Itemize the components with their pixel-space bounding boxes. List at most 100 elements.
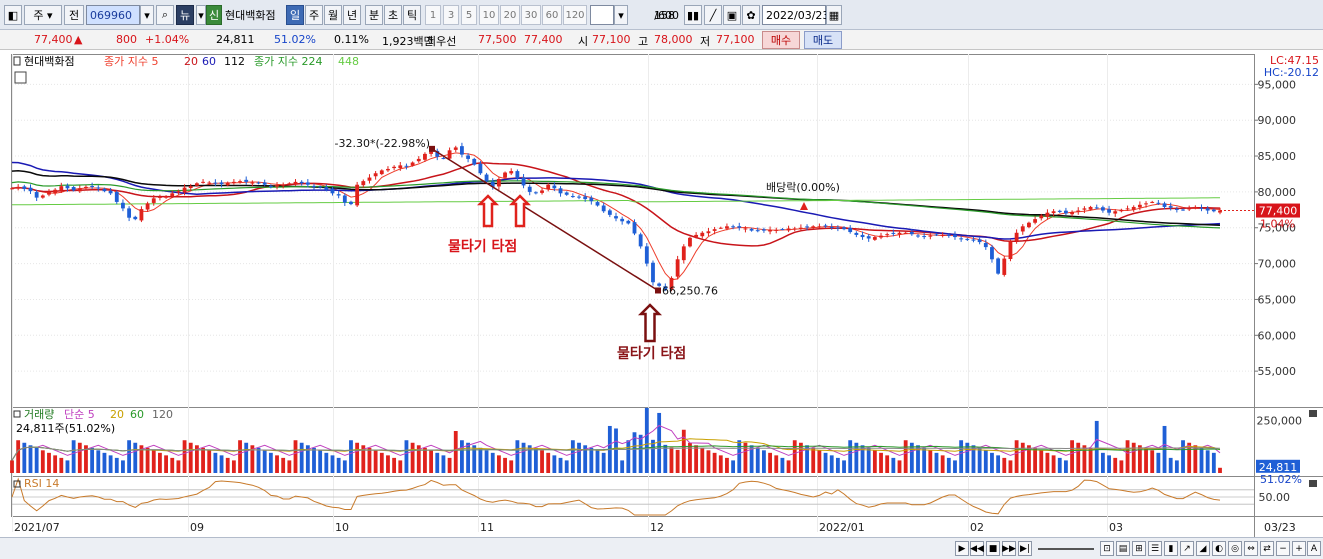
news-dropdown-icon[interactable]: ▾ [196, 5, 206, 25]
interval-30[interactable]: 30 [521, 5, 541, 25]
period-minute[interactable]: 분 [365, 5, 383, 25]
interval-120[interactable]: 120 [563, 5, 587, 25]
volume-bar [182, 440, 187, 473]
save-icon[interactable]: ▣ [723, 5, 741, 25]
code-input[interactable]: 069960 [86, 5, 140, 25]
period-day[interactable]: 일 [286, 5, 304, 25]
amount: 1,923백만 [382, 35, 434, 48]
turnover: 0.11% [334, 33, 369, 46]
code-dropdown-icon[interactable]: ▾ [140, 5, 154, 25]
candle-body [990, 247, 994, 260]
zoom-icon[interactable]: ⊡ [1100, 541, 1114, 556]
volume-bar [453, 431, 458, 473]
price-tick-label: 75,000 [1258, 222, 1297, 235]
ma5-line [11, 152, 1221, 281]
prev-button[interactable]: 전 [64, 5, 84, 25]
grid-icon[interactable]: ⊞ [1132, 541, 1146, 556]
period-tick[interactable]: 틱 [403, 5, 421, 25]
price-tick-label: 80,000 [1258, 186, 1297, 199]
type-select[interactable]: 주 ▾ [24, 5, 62, 25]
rsi-panel-close-icon [1309, 480, 1317, 487]
layout-icon[interactable]: ▤ [1116, 541, 1130, 556]
candle-type-icon[interactable]: ▮▮ [684, 5, 702, 25]
volume-bar [1181, 440, 1185, 473]
line-tool-icon[interactable]: ╱ [704, 5, 722, 25]
volume-bar [225, 457, 230, 473]
search-icon: ⌕ [161, 8, 169, 21]
reset-icon[interactable]: ◐ [1212, 541, 1226, 556]
volume-bar [238, 440, 242, 473]
mountain-icon[interactable]: ◢ [1196, 541, 1210, 556]
volume-bar [644, 407, 649, 473]
volume-bar [817, 450, 822, 473]
candle-body [244, 179, 249, 182]
period-year[interactable]: 년 [343, 5, 361, 25]
current-price: 77,400 [34, 33, 73, 46]
interval-60[interactable]: 60 [542, 5, 562, 25]
interval-5[interactable]: 5 [461, 5, 477, 25]
price-tick-label: 70,000 [1258, 258, 1297, 271]
candle-body [170, 193, 175, 197]
trend-icon[interactable]: ↗ [1180, 541, 1194, 556]
custom-interval-input[interactable] [590, 5, 614, 25]
play-icon[interactable]: ▶ [955, 541, 969, 556]
interval-20[interactable]: 20 [500, 5, 520, 25]
candle-body [971, 239, 976, 241]
end-icon[interactable]: ▶| [1018, 541, 1032, 556]
count-total: /600 [654, 8, 679, 22]
volume-bar [595, 450, 600, 473]
buy-point-label-1: 물타기 타점 [448, 238, 517, 255]
forward-icon[interactable]: ▶▶ [1002, 541, 1016, 556]
x-axis-label: 03/23 [1264, 521, 1296, 534]
news-button[interactable]: 뉴 [176, 5, 194, 25]
candle-body [614, 216, 618, 219]
volume-bar [496, 455, 501, 473]
interval-3[interactable]: 3 [443, 5, 459, 25]
volume-bar [1100, 452, 1105, 473]
search-button[interactable]: ⌕ [156, 5, 174, 25]
candle-body [835, 227, 840, 229]
candle-body [250, 182, 255, 184]
sell-button[interactable]: 매도 [804, 31, 842, 49]
font-icon[interactable]: A [1307, 541, 1321, 556]
candle-body [755, 230, 760, 232]
shrink-icon[interactable]: ⇄ [1260, 541, 1274, 556]
interval-1[interactable]: 1 [425, 5, 441, 25]
volume-bar [1020, 442, 1025, 473]
bar-icon[interactable]: ▮ [1164, 541, 1178, 556]
window-menu-icon[interactable]: ◧ [4, 5, 22, 25]
interval-10[interactable]: 10 [479, 5, 499, 25]
calendar-icon[interactable]: ▦ [826, 5, 842, 25]
volume-bar [1205, 450, 1210, 473]
custom-interval-dropdown-icon[interactable]: ▾ [614, 5, 628, 25]
chart-canvas: 95,000 90,000 85,000 80,000 75,000 70,000 65,0… [0, 50, 1323, 537]
list-icon[interactable]: ☰ [1148, 541, 1162, 556]
expand-icon[interactable]: ⇔ [1244, 541, 1258, 556]
period-week[interactable]: 주 [305, 5, 323, 25]
candle-body [558, 188, 563, 194]
rewind-icon[interactable]: ◀◀ [970, 541, 984, 556]
gear-icon[interactable]: ✿ [742, 5, 760, 25]
zoom-out-icon[interactable]: − [1276, 541, 1290, 556]
ma60-line [11, 161, 1221, 240]
volume-bar [1199, 447, 1204, 473]
volume-bar [953, 460, 957, 473]
period-second[interactable]: 초 [384, 5, 402, 25]
stop-icon[interactable]: ■ [986, 541, 1000, 556]
volume-bar [10, 460, 14, 473]
date-input[interactable]: 2022/03/23 [762, 5, 829, 25]
period-month[interactable]: 월 [324, 5, 342, 25]
zoom-in-icon[interactable]: + [1292, 541, 1306, 556]
volume-bar [1187, 442, 1192, 473]
volume-legend-ma60: 60 [130, 408, 144, 421]
candle-body [275, 185, 279, 187]
count-input[interactable]: 158 [654, 8, 675, 22]
candle-body [996, 258, 1001, 274]
change-value: 800 [116, 33, 137, 46]
volume-legend-label: 거래량 [24, 408, 54, 421]
volume-bar [435, 452, 440, 473]
target-icon[interactable]: ◎ [1228, 541, 1242, 556]
zoom-slider[interactable] [1038, 548, 1094, 550]
volume-bar [965, 442, 970, 473]
buy-button[interactable]: 매수 [762, 31, 800, 49]
